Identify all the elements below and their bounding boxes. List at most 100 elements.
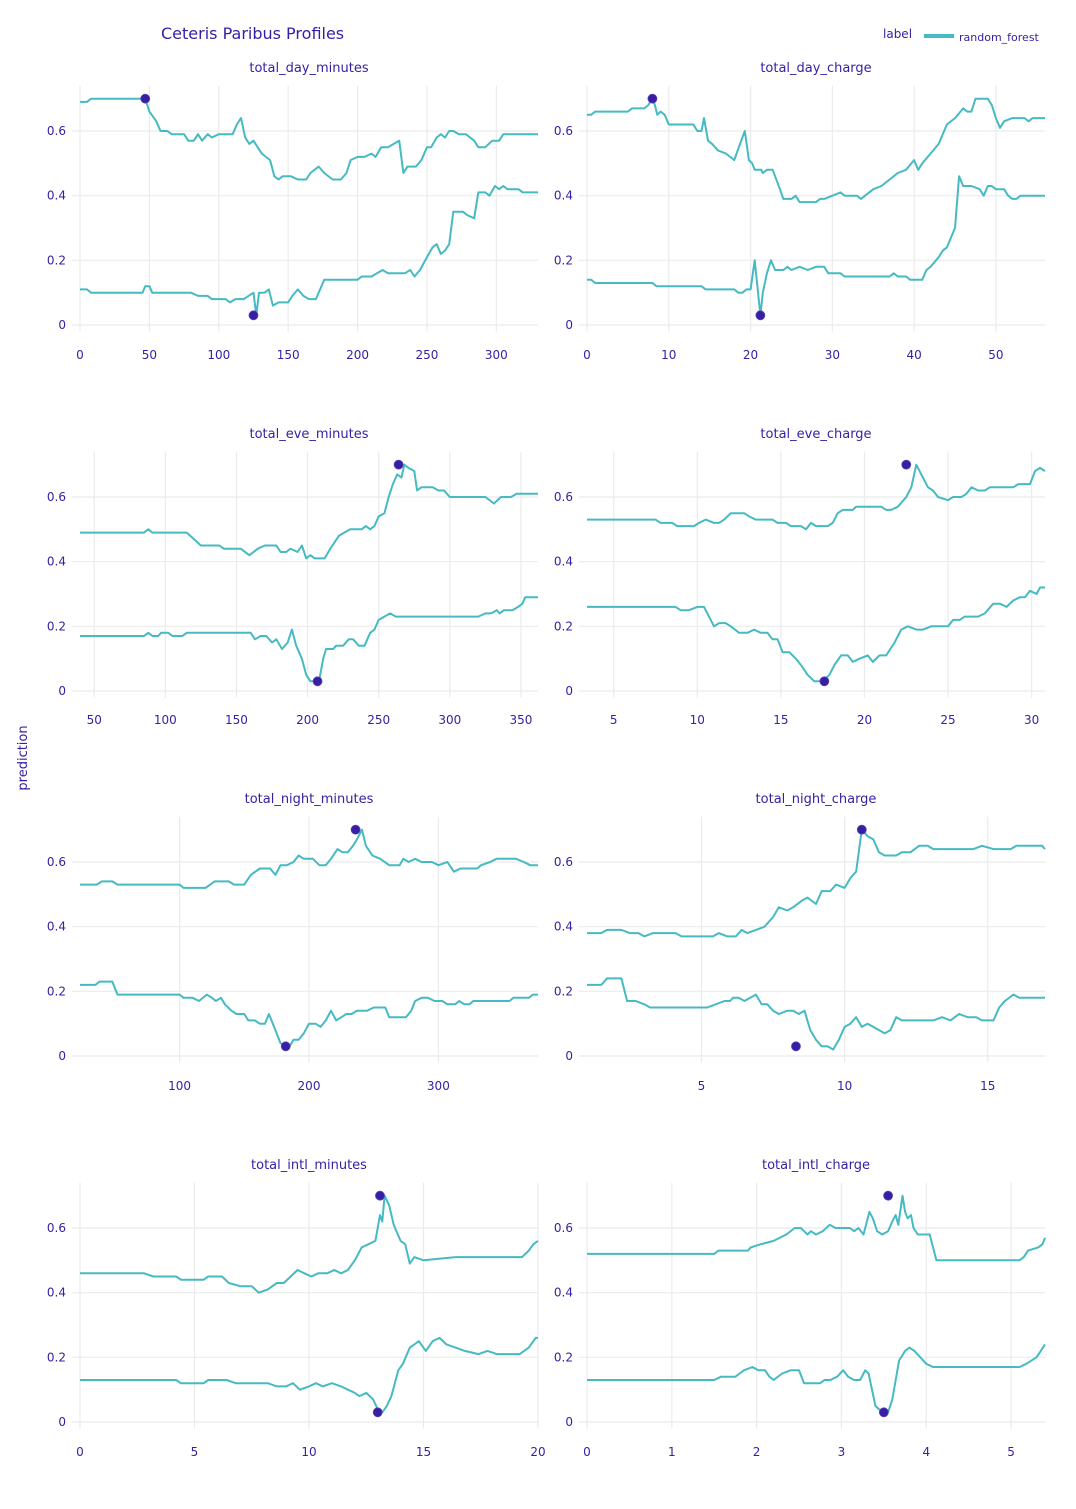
x-tick-label: 30 [825,348,840,362]
x-tick-label: 200 [346,348,369,362]
profile-line-1[interactable] [80,828,538,889]
panel-title: total_night_charge [756,792,877,807]
y-tick-label: 0.2 [554,619,573,633]
x-tick-label: 2 [753,1445,761,1459]
y-tick-label: 0.2 [554,253,573,267]
x-tick-label: 30 [1024,713,1039,727]
y-tick-label: 0 [565,318,573,332]
y-tick-label: 0.6 [554,855,573,869]
y-tick-label: 0 [565,1415,573,1429]
observation-point-1[interactable] [856,824,867,835]
x-tick-label: 100 [154,713,177,727]
observation-point-2[interactable] [248,310,259,321]
x-tick-label: 250 [416,348,439,362]
profile-line-2[interactable] [80,596,538,683]
profile-line-2[interactable] [80,1336,538,1414]
profile-line-1[interactable] [587,97,1045,204]
x-tick-label: 10 [301,1445,316,1459]
x-tick-label: 15 [416,1445,431,1459]
observation-point-1[interactable] [393,459,404,470]
y-tick-label: 0.4 [47,1286,66,1300]
x-tick-label: 25 [940,713,955,727]
panel-title: total_day_charge [760,61,871,76]
x-tick-label: 200 [296,713,319,727]
observation-point-1[interactable] [647,93,658,104]
panel-total-day-charge: 0 10 20 30 40 50 0 0.2 0.4 0.6 total_day_charge [554,61,1045,362]
x-tick-label: 20 [743,348,758,362]
y-tick-label: 0.2 [554,1350,573,1364]
observation-point-1[interactable] [901,459,912,470]
y-tick-label: 0.4 [554,1286,573,1300]
x-tick-label: 100 [168,1079,191,1093]
x-tick-label: 150 [277,348,300,362]
y-tick-label: 0.4 [47,920,66,934]
x-tick-label: 4 [922,1445,930,1459]
x-tick-label: 5 [1007,1445,1015,1459]
x-tick-label: 15 [773,713,788,727]
y-tick-label: 0 [58,1049,66,1063]
y-tick-label: 0.2 [47,253,66,267]
x-tick-label: 350 [509,713,532,727]
profile-line-1[interactable] [587,1194,1046,1262]
profile-line-2[interactable] [587,977,1045,1051]
y-tick-label: 0.6 [47,1221,66,1235]
profile-line-1[interactable] [80,1194,539,1294]
panel-total-night-charge: 5 10 15 0 0.2 0.4 0.6 total_night_charge [554,792,1046,1093]
x-tick-label: 3 [838,1445,846,1459]
x-tick-label: 10 [661,348,676,362]
x-tick-label: 5 [191,1445,199,1459]
profile-line-1[interactable] [80,463,538,560]
x-tick-label: 40 [907,348,922,362]
observation-point-2[interactable] [312,676,323,687]
observation-point-2[interactable] [280,1041,291,1052]
observation-point-1[interactable] [883,1190,893,1201]
x-tick-label: 15 [980,1079,995,1093]
profile-line-1[interactable] [80,97,538,181]
panel-total-intl-minutes: 0 5 10 15 20 0 0.2 0.4 0.6 total_intl_minutes [47,1158,546,1459]
y-tick-label: 0.6 [554,124,573,138]
observation-point-1[interactable] [350,824,361,835]
x-tick-label: 10 [837,1079,852,1093]
profile-line-2[interactable] [80,185,538,317]
profile-line-2[interactable] [80,980,538,1048]
observation-point-2[interactable] [791,1041,801,1052]
y-tick-label: 0 [58,684,66,698]
y-tick-label: 0.6 [554,490,573,504]
x-tick-label: 50 [988,348,1003,362]
y-tick-label: 0.4 [554,920,573,934]
x-tick-label: 250 [367,713,390,727]
panel-title: total_eve_charge [760,427,871,442]
legend-item-random-forest[interactable]: random_forest [959,31,1040,44]
observation-point-2[interactable] [878,1407,889,1418]
x-tick-label: 300 [438,713,461,727]
x-tick-label: 10 [690,713,705,727]
profile-line-2[interactable] [587,1343,1046,1414]
x-tick-label: 5 [610,713,618,727]
x-tick-label: 20 [857,713,872,727]
profile-line-1[interactable] [587,828,1046,938]
x-tick-label: 0 [583,1445,591,1459]
x-tick-label: 100 [207,348,230,362]
y-tick-label: 0.4 [554,189,573,203]
observation-point-2[interactable] [372,1407,383,1418]
panel-title: total_intl_minutes [251,1158,367,1173]
observation-point-2[interactable] [755,310,766,321]
observation-point-1[interactable] [375,1190,385,1201]
y-tick-label: 0.2 [47,984,66,998]
y-tick-label: 0.4 [47,555,66,569]
observation-point-1[interactable] [140,93,151,104]
y-tick-label: 0.6 [47,490,66,504]
y-axis-label: prediction [16,725,31,790]
panel-title: total_day_minutes [249,61,368,76]
y-tick-label: 0 [58,318,66,332]
profile-line-1[interactable] [587,463,1046,531]
profile-line-2[interactable] [587,175,1045,317]
profile-line-2[interactable] [587,586,1045,683]
panel-title: total_eve_minutes [249,427,368,442]
y-tick-label: 0 [565,1049,573,1063]
x-tick-label: 1 [668,1445,676,1459]
chart-title: Ceteris Paribus Profiles [161,24,344,43]
x-tick-label: 5 [698,1079,706,1093]
observation-point-2[interactable] [819,676,830,687]
x-tick-label: 50 [87,713,102,727]
